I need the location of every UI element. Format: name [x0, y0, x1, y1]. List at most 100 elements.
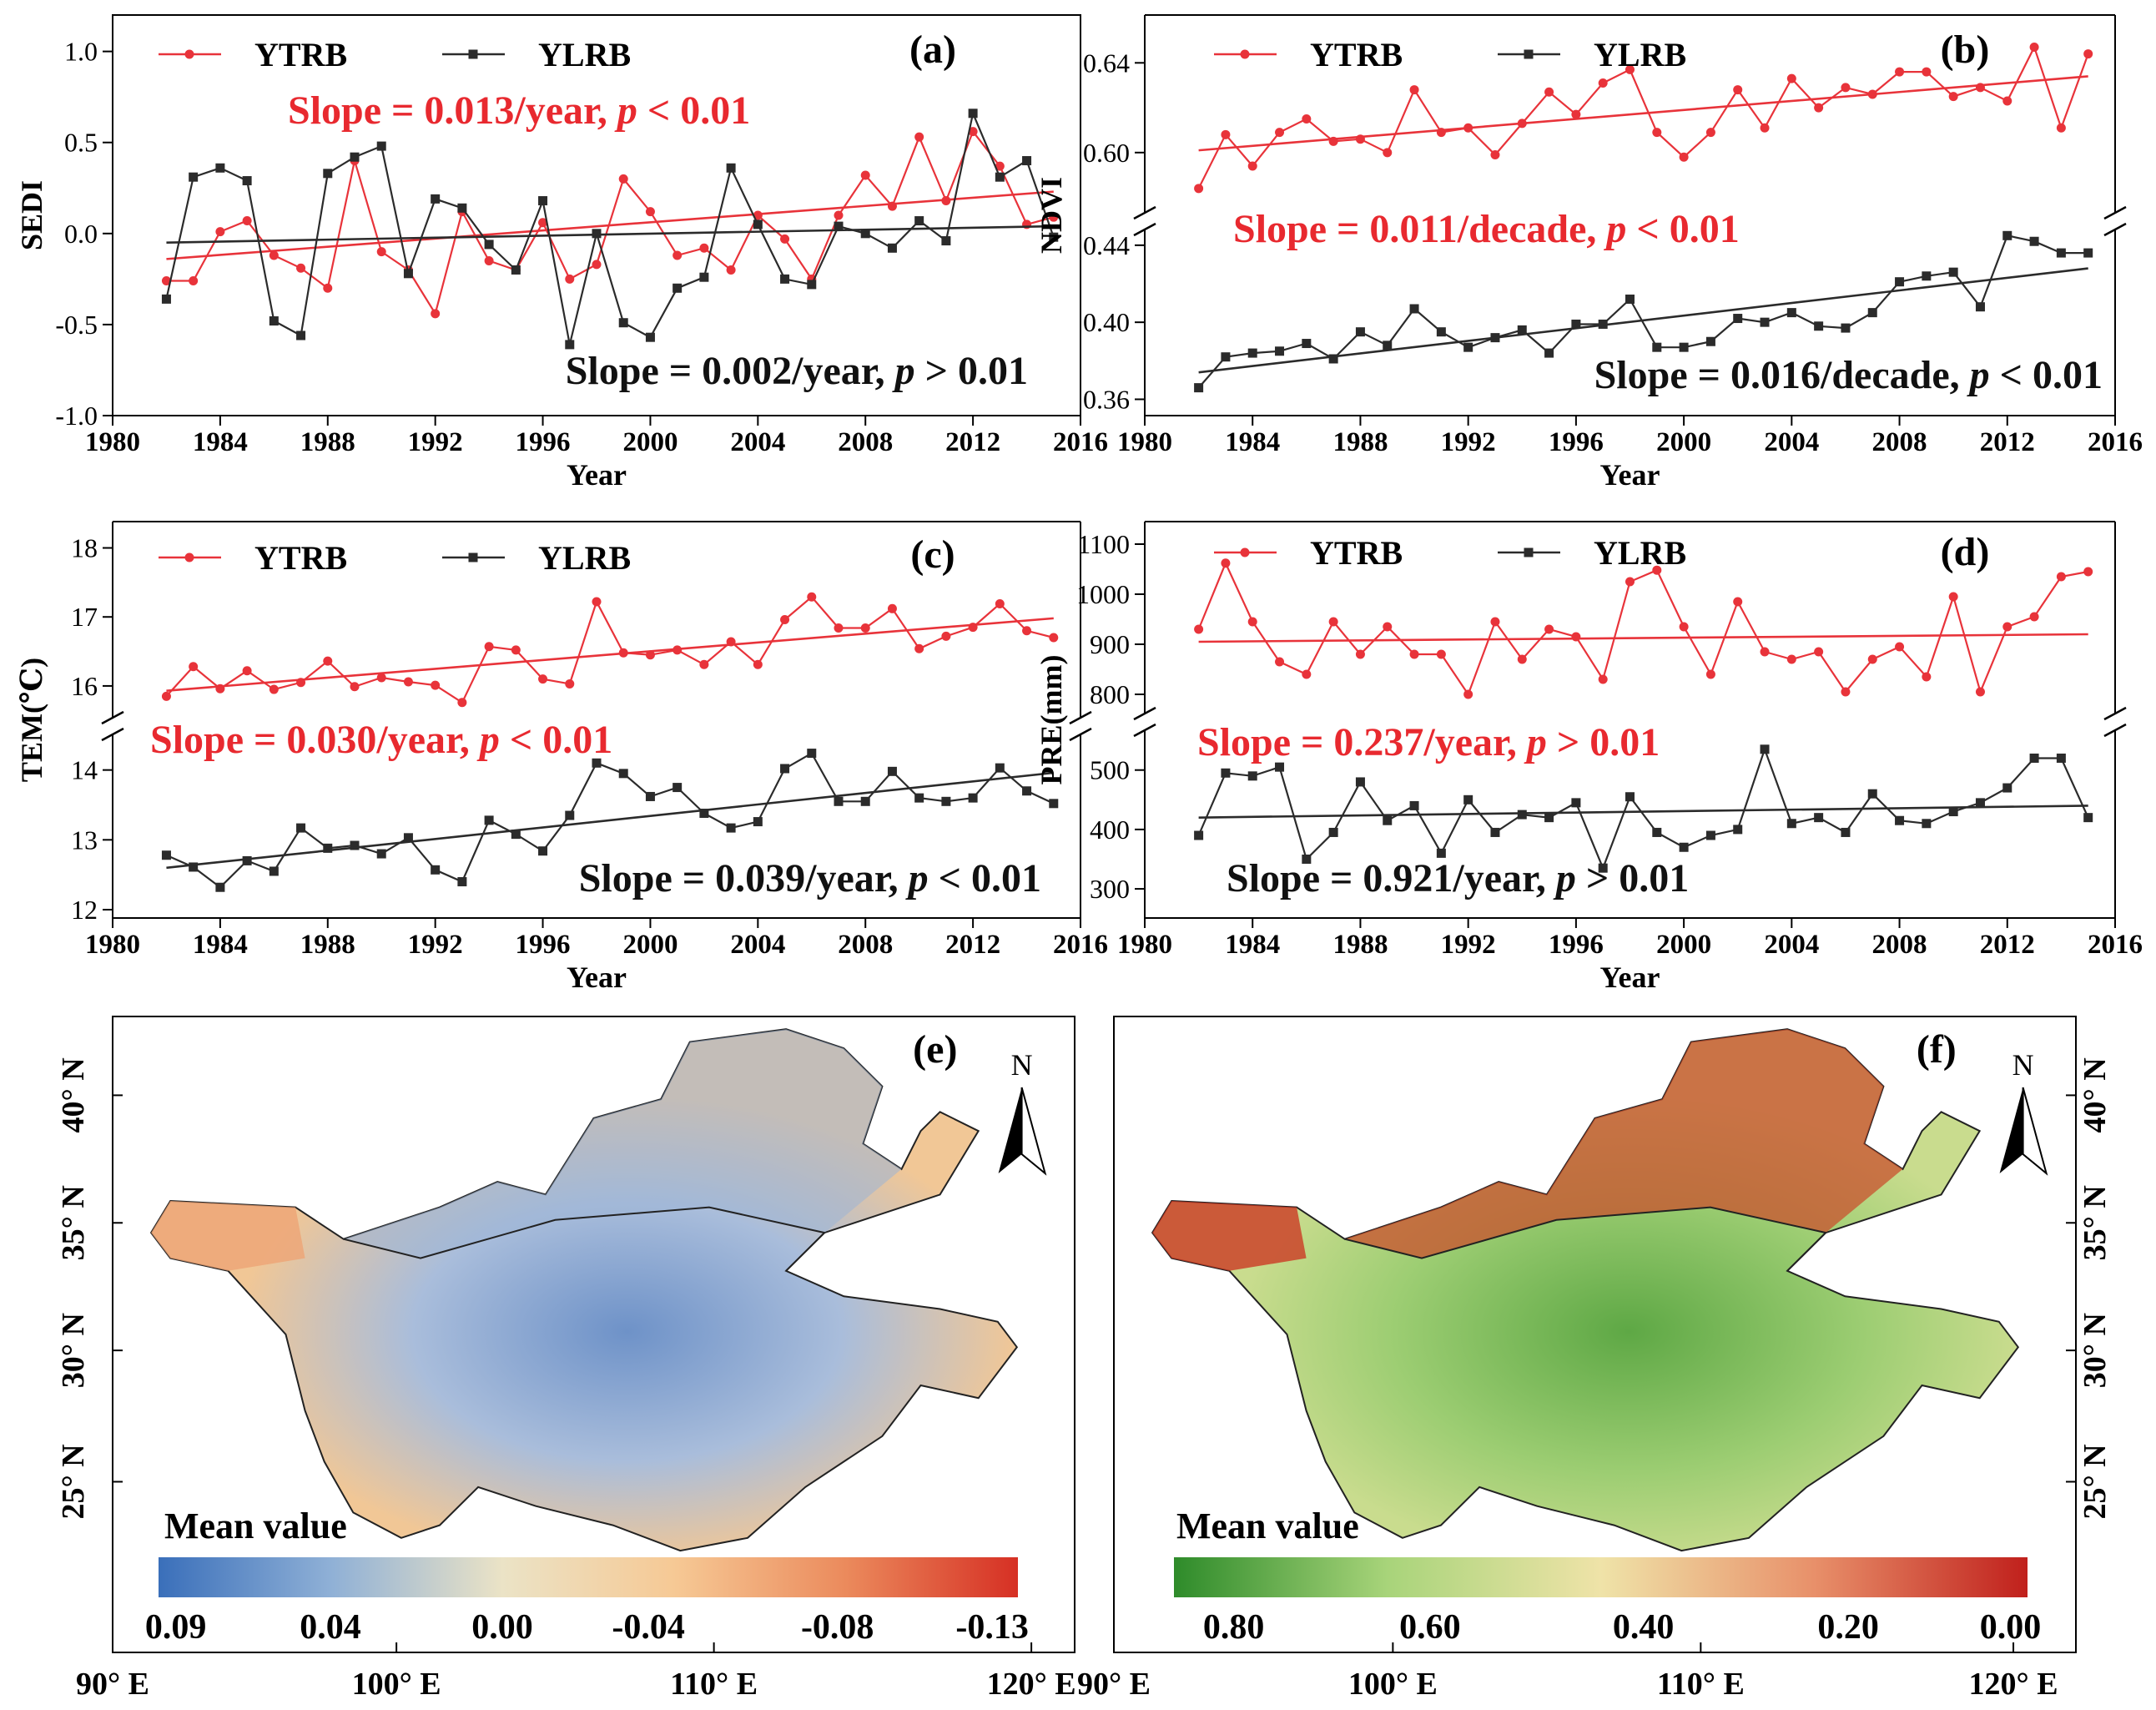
x-tick-label: 1984: [193, 427, 248, 457]
data-point: [1948, 807, 1958, 817]
basin-boundary: [1344, 1206, 1828, 1272]
comparison-text: < 0.01: [1626, 207, 1739, 251]
data-point: [350, 682, 360, 692]
series-ylrb: [161, 108, 1059, 350]
data-point: [1355, 777, 1365, 787]
data-point: [1760, 647, 1770, 657]
basin-boundary: [343, 1206, 827, 1272]
colorbar-tick-label: 0.04: [300, 1608, 361, 1647]
data-point: [1841, 323, 1851, 333]
series-line: [166, 129, 1055, 316]
data-point: [1517, 654, 1527, 664]
colorbar-tick-label: 0.60: [1399, 1608, 1461, 1647]
series-line: [165, 752, 1055, 889]
data-point: [511, 645, 521, 655]
data-point: [1705, 830, 1715, 840]
data-point: [431, 194, 441, 204]
data-point: [995, 172, 1005, 182]
plot-frame: [112, 14, 1081, 416]
data-point: [565, 274, 575, 284]
data-point: [726, 823, 736, 833]
x-tick-label: 2004: [730, 427, 785, 457]
slope-annotation: Slope = 0.237/year, p > 0.01: [1197, 720, 1660, 764]
legend-marker: [468, 552, 478, 562]
x-tick-label: 2000: [622, 930, 678, 960]
data-point: [1975, 302, 1985, 312]
data-point: [618, 174, 628, 184]
data-point: [376, 141, 386, 151]
slope-annotation: Slope = 0.921/year, p > 0.01: [1227, 856, 1689, 900]
comparison-text: > 0.01: [1576, 856, 1689, 900]
data-point: [941, 631, 951, 641]
data-point: [699, 243, 709, 253]
data-point: [807, 280, 817, 290]
axis-break-mark: [2103, 706, 2127, 721]
data-point: [914, 643, 924, 653]
y-tick-label: 17: [71, 602, 98, 632]
data-point: [860, 796, 870, 806]
data-point: [1786, 73, 1796, 83]
data-point: [1275, 762, 1285, 772]
colorbar-tick-label: 0.80: [1203, 1608, 1265, 1647]
data-point: [189, 172, 199, 182]
data-point: [1975, 687, 1985, 697]
y-tick-label: 1.0: [64, 37, 98, 67]
data-point: [1490, 617, 1500, 627]
data-point: [1194, 830, 1204, 840]
data-point: [1302, 114, 1312, 124]
map-panel-e: (e) N Mean value 0.09 0.04 0.00 -0.04 -0.08 -0.1…: [56, 1016, 1076, 1702]
data-point: [1571, 632, 1581, 642]
data-point: [1760, 744, 1770, 754]
data-point: [350, 152, 360, 162]
data-point: [403, 269, 413, 279]
longitude-label: 120° E: [1969, 1667, 2058, 1702]
data-point: [1625, 64, 1635, 74]
data-point: [1867, 308, 1877, 318]
colorbar-tick-label: 0.00: [471, 1608, 533, 1647]
longitude-label: 120° E: [987, 1667, 1076, 1702]
x-tick-label: 1980: [1117, 427, 1172, 457]
y-tick-label: 300: [1090, 874, 1130, 904]
panel-label: (d): [1941, 530, 1990, 574]
data-point: [1221, 352, 1231, 362]
north-arrow-icon: [1999, 1087, 2023, 1173]
data-point: [618, 318, 628, 328]
series-ytrb: [1194, 43, 2093, 194]
data-point: [780, 234, 790, 244]
y-tick-label: 0.36: [1083, 384, 1130, 414]
latitude-label: 35° N: [56, 1185, 91, 1260]
data-point: [995, 599, 1005, 609]
data-point: [1517, 810, 1527, 820]
legend-title: Mean value: [1176, 1506, 1359, 1546]
north-label: N: [2012, 1048, 2034, 1082]
slope-text: Slope = 0.039/year,: [579, 856, 909, 900]
slope-annotation: Slope = 0.039/year, p < 0.01: [579, 856, 1041, 900]
data-point: [968, 108, 978, 119]
data-point: [753, 659, 763, 669]
data-point: [1598, 863, 1608, 873]
data-point: [592, 260, 602, 270]
data-point: [726, 265, 736, 275]
data-point: [860, 229, 870, 239]
slope-annotation: Slope = 0.013/year, p < 0.01: [288, 88, 750, 133]
p-symbol: p: [1603, 207, 1626, 251]
data-point: [1733, 85, 1743, 95]
data-point: [2083, 248, 2093, 258]
data-point: [1355, 327, 1365, 337]
comparison-text: < 0.01: [1990, 353, 2103, 397]
x-axis-label: Year: [567, 458, 627, 492]
data-point: [457, 877, 467, 887]
series-ylrb: [1194, 230, 2093, 393]
x-tick-label: 1992: [1441, 427, 1496, 457]
data-point: [914, 216, 924, 226]
legend-title: Mean value: [164, 1506, 347, 1546]
data-point: [1544, 624, 1554, 634]
data-point: [780, 274, 790, 284]
north-arrow-icon: [2022, 1087, 2048, 1176]
data-point: [645, 207, 655, 217]
colorbar-tick-label: 0.20: [1817, 1608, 1879, 1647]
data-point: [1221, 129, 1231, 139]
longitude-label: 110° E: [670, 1667, 758, 1702]
data-point: [565, 810, 575, 820]
y-tick-label: 400: [1090, 815, 1130, 845]
